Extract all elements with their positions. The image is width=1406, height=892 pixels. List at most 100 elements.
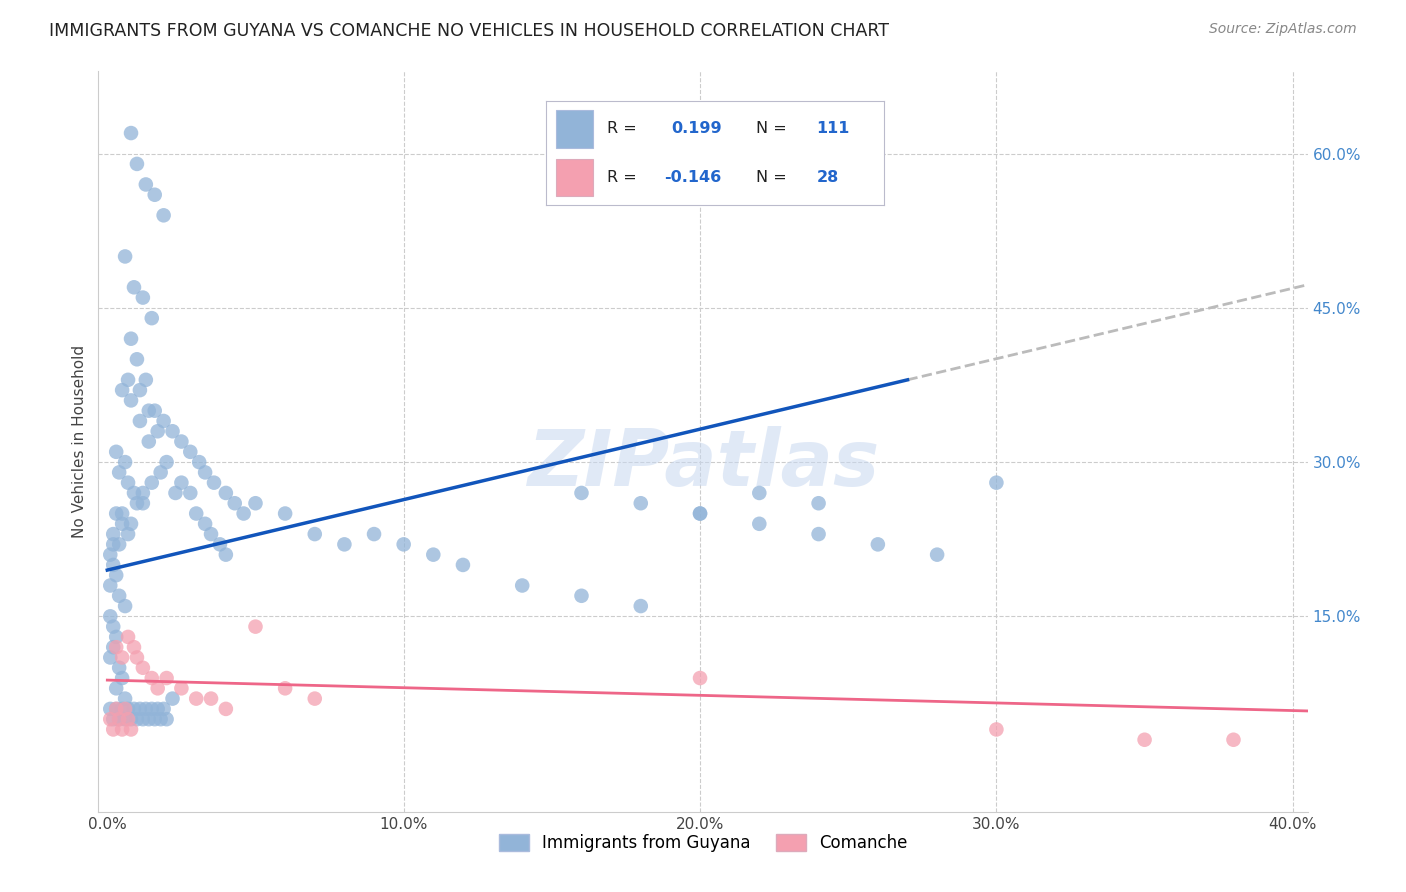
- Point: [125, 712, 148, 726]
- Point: [98, 578, 121, 592]
- Point: [224, 496, 246, 510]
- Point: [122, 486, 145, 500]
- Point: [132, 291, 155, 305]
- Point: [98, 702, 121, 716]
- Point: [186, 507, 208, 521]
- Point: [111, 723, 134, 737]
- Point: [108, 712, 131, 726]
- Point: [155, 671, 177, 685]
- Point: [111, 671, 134, 685]
- Point: [103, 640, 125, 655]
- Point: [162, 424, 184, 438]
- Point: [200, 691, 222, 706]
- Point: [138, 712, 160, 726]
- Point: [122, 280, 145, 294]
- Point: [748, 486, 770, 500]
- Point: [114, 455, 136, 469]
- Point: [866, 537, 889, 551]
- Point: [155, 455, 177, 469]
- Point: [170, 434, 193, 449]
- Point: [120, 126, 142, 140]
- Point: [117, 527, 139, 541]
- Point: [117, 475, 139, 490]
- Point: [103, 558, 125, 572]
- Point: [215, 702, 238, 716]
- Point: [571, 589, 593, 603]
- Text: IMMIGRANTS FROM GUYANA VS COMANCHE NO VEHICLES IN HOUSEHOLD CORRELATION CHART: IMMIGRANTS FROM GUYANA VS COMANCHE NO VE…: [49, 22, 889, 40]
- Point: [748, 516, 770, 531]
- Point: [200, 527, 222, 541]
- Y-axis label: No Vehicles in Household: No Vehicles in Household: [72, 345, 87, 538]
- Point: [194, 466, 217, 480]
- Point: [117, 630, 139, 644]
- Point: [135, 702, 157, 716]
- Text: ZIPatlas: ZIPatlas: [527, 425, 879, 502]
- Point: [304, 527, 326, 541]
- Point: [105, 702, 128, 716]
- Point: [363, 527, 385, 541]
- Point: [149, 712, 172, 726]
- Point: [114, 599, 136, 613]
- Point: [510, 578, 533, 592]
- Point: [117, 712, 139, 726]
- Point: [135, 178, 157, 192]
- Point: [117, 373, 139, 387]
- Point: [245, 620, 267, 634]
- Point: [125, 650, 148, 665]
- Point: [188, 455, 211, 469]
- Point: [138, 434, 160, 449]
- Point: [170, 475, 193, 490]
- Point: [179, 486, 201, 500]
- Point: [162, 691, 184, 706]
- Point: [108, 466, 131, 480]
- Point: [125, 352, 148, 367]
- Point: [689, 671, 711, 685]
- Point: [170, 681, 193, 696]
- Point: [152, 414, 174, 428]
- Point: [165, 486, 187, 500]
- Point: [108, 589, 131, 603]
- Point: [105, 640, 128, 655]
- Point: [98, 650, 121, 665]
- Point: [120, 393, 142, 408]
- Point: [146, 702, 169, 716]
- Point: [304, 691, 326, 706]
- Point: [208, 537, 231, 551]
- Point: [103, 723, 125, 737]
- Point: [105, 702, 128, 716]
- Point: [98, 609, 121, 624]
- Point: [392, 537, 415, 551]
- Point: [108, 537, 131, 551]
- Point: [111, 516, 134, 531]
- Point: [143, 403, 166, 417]
- Point: [689, 507, 711, 521]
- Point: [120, 516, 142, 531]
- Point: [103, 527, 125, 541]
- Point: [333, 537, 356, 551]
- Point: [129, 414, 152, 428]
- Point: [103, 537, 125, 551]
- Point: [422, 548, 444, 562]
- Point: [117, 702, 139, 716]
- Point: [143, 187, 166, 202]
- Point: [689, 507, 711, 521]
- Point: [135, 373, 157, 387]
- Point: [132, 486, 155, 500]
- Point: [103, 712, 125, 726]
- Point: [120, 712, 142, 726]
- Point: [111, 702, 134, 716]
- Point: [149, 466, 172, 480]
- Point: [141, 311, 163, 326]
- Point: [274, 681, 297, 696]
- Point: [111, 383, 134, 397]
- Point: [114, 702, 136, 716]
- Point: [141, 475, 163, 490]
- Point: [105, 681, 128, 696]
- Point: [125, 157, 148, 171]
- Point: [146, 424, 169, 438]
- Point: [105, 445, 128, 459]
- Point: [927, 548, 949, 562]
- Point: [132, 496, 155, 510]
- Point: [132, 712, 155, 726]
- Point: [111, 507, 134, 521]
